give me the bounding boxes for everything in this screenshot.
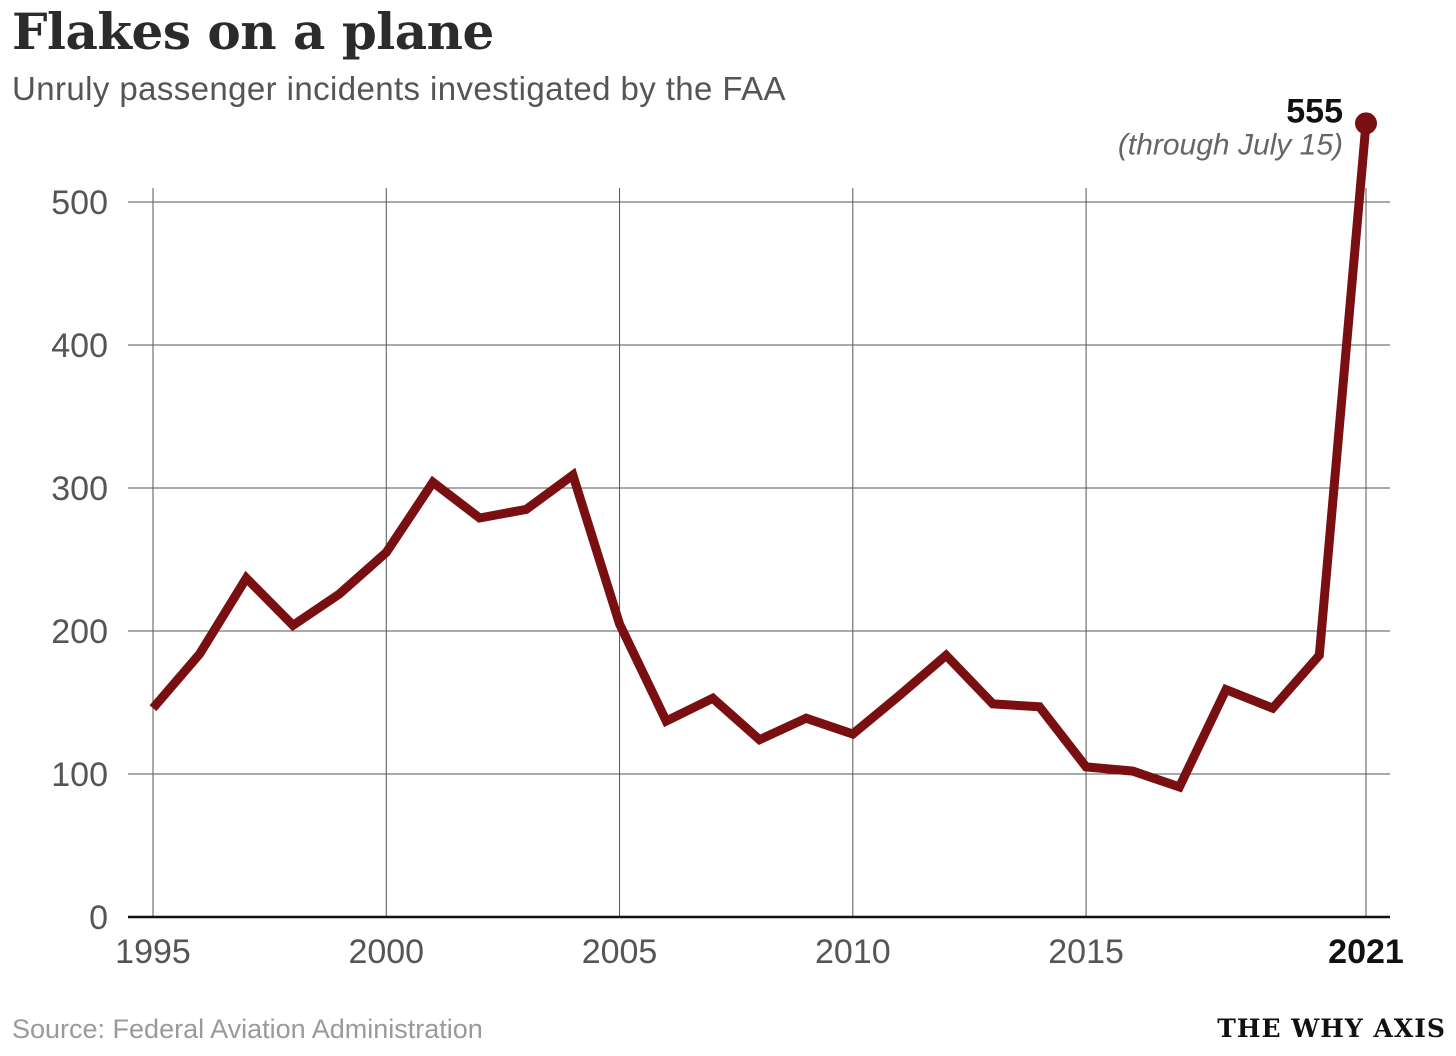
brand-logo: THE WHY AXIS	[1217, 1014, 1446, 1043]
source-note: Source: Federal Aviation Administration	[12, 1014, 483, 1044]
data-point	[615, 619, 624, 628]
x-tick-label-highlight: 2021	[1328, 933, 1404, 971]
y-tick-label: 300	[51, 470, 108, 508]
end-point-marker	[1355, 112, 1377, 135]
data-point	[475, 514, 484, 523]
data-point	[288, 621, 297, 630]
y-tick-label: 200	[51, 613, 108, 651]
data-point	[662, 717, 671, 726]
x-tick-label: 2000	[348, 933, 424, 971]
x-tick-label: 2015	[1048, 933, 1124, 971]
data-point	[848, 729, 857, 738]
data-point	[942, 651, 951, 660]
data-point	[428, 478, 437, 487]
series-layer	[149, 112, 1377, 793]
x-tick-label: 2005	[582, 933, 658, 971]
data-point	[1222, 685, 1231, 694]
y-tick-label: 400	[51, 327, 108, 365]
annotation-layer: 555(through July 15)	[1118, 92, 1343, 161]
end-value-note: (through July 15)	[1118, 128, 1343, 161]
y-tick-label: 500	[51, 184, 108, 222]
data-point	[755, 735, 764, 744]
grid-layer	[128, 188, 1390, 917]
data-point	[1175, 782, 1184, 791]
data-point	[382, 548, 391, 557]
end-value-label: 555	[1286, 92, 1343, 130]
chart-title: Flakes on a plane	[12, 2, 494, 61]
chart-subtitle: Unruly passenger incidents investigated …	[12, 70, 786, 107]
data-point	[1128, 767, 1137, 776]
y-tick-label: 0	[89, 899, 108, 937]
data-point	[1035, 702, 1044, 711]
data-point	[1315, 651, 1324, 660]
data-point	[335, 589, 344, 598]
data-point	[522, 505, 531, 514]
data-point	[988, 699, 997, 708]
data-point	[195, 649, 204, 658]
x-tick-label: 2010	[815, 933, 891, 971]
data-point	[242, 574, 251, 583]
data-point	[895, 691, 904, 700]
y-tick-label: 100	[51, 756, 108, 794]
data-point	[802, 714, 811, 723]
data-point	[149, 704, 158, 713]
data-point	[568, 471, 577, 480]
data-point	[1082, 762, 1091, 771]
axis-layer: 0 100 200 300 400 500 1995 2000 2005 2010 2015 2021	[51, 184, 1404, 971]
data-point	[708, 694, 717, 703]
x-tick-label: 1995	[115, 933, 191, 971]
series-line	[149, 123, 1371, 793]
data-point	[1268, 704, 1277, 713]
